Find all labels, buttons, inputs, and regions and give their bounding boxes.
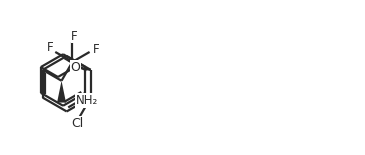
Text: F: F [71,30,78,43]
Text: O: O [70,61,80,74]
Text: F: F [47,42,54,55]
Text: NH₂: NH₂ [76,94,98,107]
Text: Cl: Cl [72,117,84,130]
Polygon shape [57,81,66,103]
Text: F: F [93,43,100,56]
